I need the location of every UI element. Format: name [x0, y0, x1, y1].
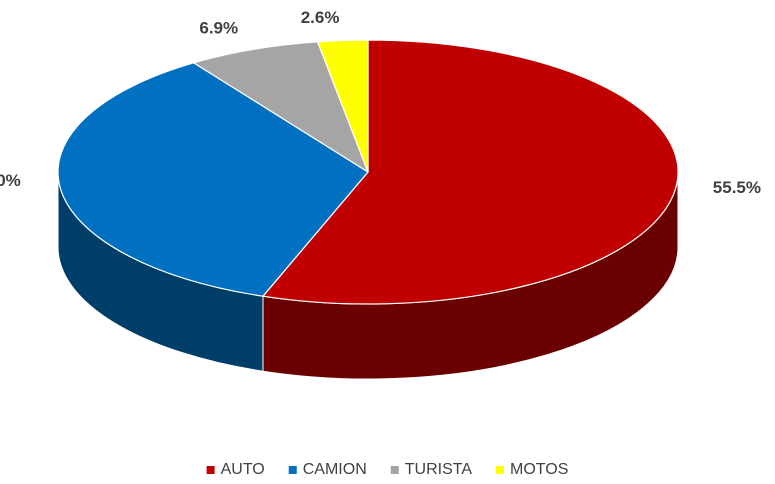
slice	[193, 41, 369, 173]
data-label: 6.9%	[199, 18, 238, 37]
legend-swatch	[206, 466, 215, 474]
legend: AUTO CAMION TURISTA MOTOS	[206, 461, 568, 478]
slice	[57, 62, 369, 297]
data-label: 55.5%	[713, 178, 761, 197]
legend-label: MOTOS	[510, 461, 568, 478]
legend-label: TURISTA	[405, 461, 473, 478]
legend-swatch	[496, 466, 505, 474]
legend-swatch	[390, 466, 399, 474]
legend-label: CAMION	[303, 461, 367, 478]
slice	[262, 39, 679, 305]
data-label: 35.0%	[0, 171, 21, 190]
legend-label: AUTO	[221, 461, 265, 478]
legend-swatch	[288, 466, 297, 474]
slice	[316, 39, 369, 173]
data-label: 2.6%	[301, 8, 340, 27]
